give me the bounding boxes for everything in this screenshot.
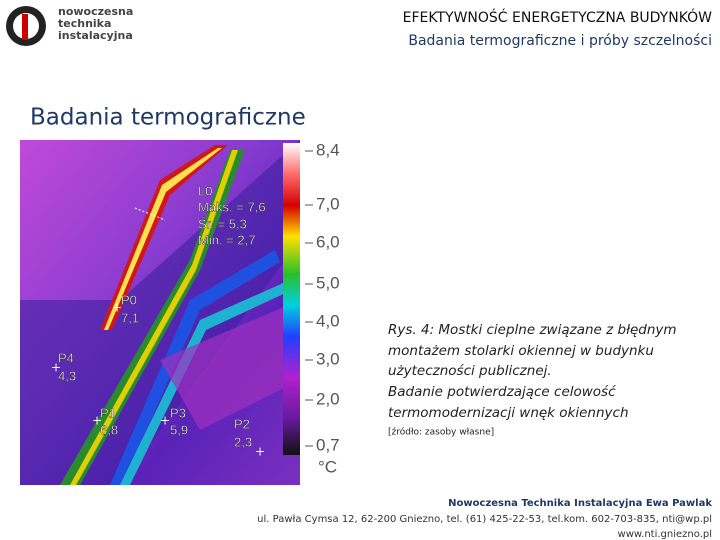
caption-line: termomodernizacji wnęk okiennych <box>388 405 629 421</box>
caption-source: [źródło: zasoby własne] <box>388 427 494 438</box>
footer-line: www.nti.gniezno.pl <box>618 529 712 540</box>
scale-label: 5,0 <box>316 273 340 292</box>
caption-line: użyteczności publicznej. <box>388 363 552 379</box>
footer-line: Nowoczesna Technika Instalacyjna Ewa Paw… <box>448 498 712 509</box>
scale-label: 6,0 <box>316 232 340 251</box>
svg-text:+: + <box>160 414 170 428</box>
image-label: L0 <box>198 183 212 198</box>
thermal-image: L0 Maks. = 7,6 Śr. = 5,3 Min. = 2,7 P0 7… <box>20 140 300 485</box>
scale-label: 4,0 <box>316 311 340 330</box>
header-title: EFEKTYWNOŚĆ ENERGETYCZNA BUDYNKÓW <box>403 8 713 26</box>
logo-text: nowoczesna <box>58 5 133 18</box>
logo-text: technika <box>58 17 111 30</box>
svg-text:+: + <box>92 414 102 428</box>
scale-label: 3,0 <box>316 349 340 368</box>
image-label: P4 <box>58 350 74 365</box>
image-label: 7,1 <box>121 310 139 325</box>
image-label: 4,3 <box>58 368 76 383</box>
image-label: 2,3 <box>234 434 252 449</box>
scale-label: 0,7 <box>316 435 340 454</box>
image-label: 6,8 <box>100 422 118 437</box>
caption-line: Rys. 4: Mostki cieplne związane z błędny… <box>388 322 677 338</box>
image-label: P0 <box>121 292 137 307</box>
header-subtitle: Badania termograficzne i próby szczelnoś… <box>408 33 712 49</box>
section-title: Badania termograficzne <box>30 105 306 131</box>
logo-text: instalacyjna <box>58 29 133 42</box>
scale <box>305 150 313 447</box>
caption-line: Badanie potwierdzające celowość <box>388 384 616 400</box>
image-label: P1 <box>100 405 116 420</box>
image-label: Maks. = 7,6 <box>198 199 266 214</box>
svg-text:+: + <box>51 361 61 375</box>
scale-label: 8,4 <box>316 140 340 159</box>
svg-text:+: + <box>255 445 265 459</box>
image-label: P2 <box>234 416 250 431</box>
footer-line: ul. Pawła Cymsa 12, 62-200 Gniezno, tel.… <box>257 514 712 525</box>
image-label: Min. = 2,7 <box>198 232 255 247</box>
image-label: P3 <box>170 405 186 420</box>
image-label: 5,9 <box>170 422 188 437</box>
scale-unit: °C <box>318 457 337 476</box>
image-label: Śr. = 5,3 <box>198 216 247 231</box>
scale-label: 2,0 <box>316 389 340 408</box>
logo: nowoczesna technika instalacyjna <box>6 5 133 46</box>
svg-text:+: + <box>112 301 122 315</box>
caption-line: montażem stolarki okiennej w budynku <box>388 343 654 359</box>
scale-label: 7,0 <box>316 194 340 213</box>
